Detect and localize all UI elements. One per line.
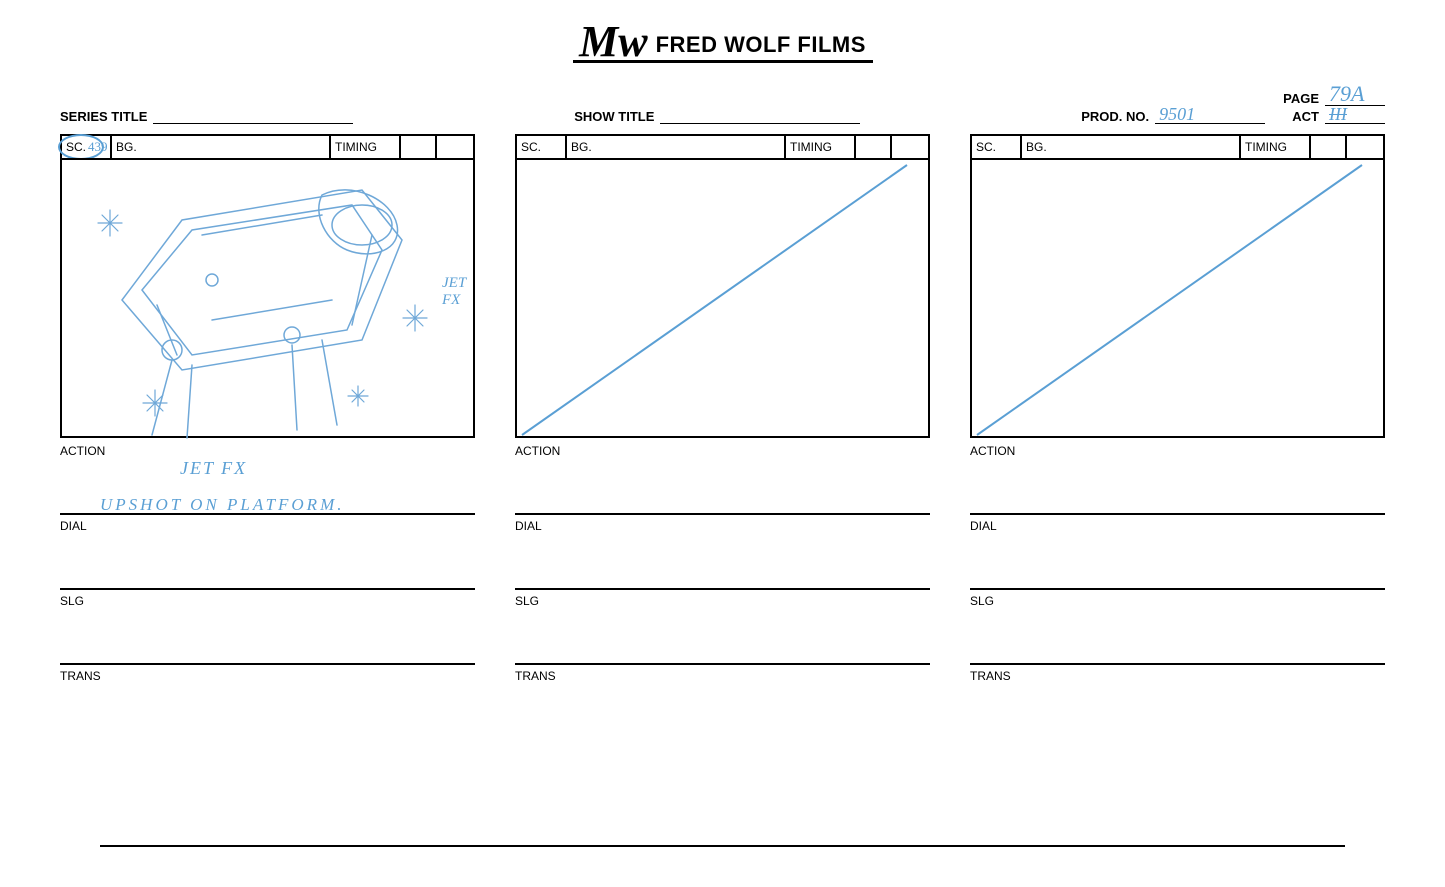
panel-2: SC. BG. TIMING ACTION DIAL SLG TRANS	[515, 134, 930, 683]
panel-2-line-1	[515, 513, 930, 515]
panel-1-frame: JETFX	[60, 158, 475, 438]
panel-3-line-1	[970, 513, 1385, 515]
panel-2-action: ACTION	[515, 444, 930, 458]
signature-mark: Mw	[579, 20, 647, 64]
panel-2-timing-cell: TIMING	[786, 136, 856, 158]
panel-3-timing-cell: TIMING	[1241, 136, 1311, 158]
panel-3-frame	[970, 158, 1385, 438]
prod-no-label: PROD. NO.	[1081, 109, 1149, 124]
panel-3-line-3	[970, 663, 1385, 665]
show-title-label: SHOW TITLE	[574, 109, 654, 124]
header: Mw FRED WOLF FILMS	[60, 20, 1385, 80]
panel-1-sketch	[62, 160, 457, 440]
sc-label: SC.	[66, 140, 86, 154]
panel-1-sc-value: 439	[88, 139, 108, 155]
prod-no-line: 9501	[1155, 108, 1265, 124]
panel-2-frame	[515, 158, 930, 438]
panel-1-dial-label: DIAL	[60, 519, 475, 533]
prod-page-act-group: PROD. NO. 9501 PAGE 79A ACT III	[1081, 90, 1385, 124]
series-title-field: SERIES TITLE	[60, 108, 353, 124]
storyboard-page: Mw FRED WOLF FILMS SERIES TITLE SHOW TIT…	[0, 0, 1445, 887]
panel-1-action: ACTION JET FX	[60, 444, 475, 458]
panel-3-slg-label: SLG	[970, 594, 1385, 608]
panel-1-slg-label: SLG	[60, 594, 475, 608]
panel-3-dial-label: DIAL	[970, 519, 1385, 533]
show-title-field: SHOW TITLE	[574, 108, 860, 124]
page-label: PAGE	[1283, 91, 1319, 106]
logo: Mw FRED WOLF FILMS	[579, 20, 866, 64]
panel-2-diagonal	[517, 160, 912, 440]
panels-row: SC. 439 BG. TIMING	[60, 134, 1385, 683]
show-title-line	[660, 108, 860, 124]
panel-1-sc-cell: SC. 439	[62, 136, 112, 158]
panel-2-line-2	[515, 588, 930, 590]
act-line: III	[1325, 108, 1385, 124]
page-act-block: PAGE 79A ACT III	[1283, 90, 1385, 124]
panel-1-action-note2: UPSHOT ON PLATFORM.	[100, 495, 344, 515]
series-title-line	[153, 108, 353, 124]
panel-3-header: SC. BG. TIMING	[970, 134, 1385, 158]
panel-3-action: ACTION	[970, 444, 1385, 458]
panel-1-trans-label: TRANS	[60, 669, 475, 683]
panel-1-line-3	[60, 663, 475, 665]
panel-1-t2	[401, 136, 437, 158]
act-label: ACT	[1292, 109, 1319, 124]
panel-2-bg-cell: BG.	[567, 136, 786, 158]
panel-3-trans-label: TRANS	[970, 669, 1385, 683]
panel-1-t3	[437, 136, 473, 158]
panel-2-slg-label: SLG	[515, 594, 930, 608]
top-info-row: SERIES TITLE SHOW TITLE PROD. NO. 9501 P…	[60, 90, 1385, 124]
prod-no-value: 9501	[1159, 104, 1195, 125]
panel-2-sc-cell: SC.	[517, 136, 567, 158]
panel-3-diagonal	[972, 160, 1367, 440]
panel-1: SC. 439 BG. TIMING	[60, 134, 475, 683]
panel-2-trans-label: TRANS	[515, 669, 930, 683]
panel-2-line-3	[515, 663, 930, 665]
panel-1-header: SC. 439 BG. TIMING	[60, 134, 475, 158]
panel-1-timing-cell: TIMING	[331, 136, 401, 158]
panel-2-dial-label: DIAL	[515, 519, 930, 533]
panel-3-bg-cell: BG.	[1022, 136, 1241, 158]
company-name: FRED WOLF FILMS	[656, 32, 866, 64]
panel-3-line-2	[970, 588, 1385, 590]
panel-2-header: SC. BG. TIMING	[515, 134, 930, 158]
act-value: III	[1329, 104, 1347, 125]
panel-1-bg-cell: BG.	[112, 136, 331, 158]
bottom-rule	[100, 845, 1345, 847]
series-title-label: SERIES TITLE	[60, 109, 147, 124]
action-label: ACTION	[60, 444, 105, 458]
prod-no-field: PROD. NO. 9501	[1081, 108, 1265, 124]
panel-1-note-side: JETFX	[442, 275, 466, 308]
panel-1-line-2	[60, 588, 475, 590]
panel-3: SC. BG. TIMING ACTION DIAL SLG TRANS	[970, 134, 1385, 683]
panel-3-sc-cell: SC.	[972, 136, 1022, 158]
